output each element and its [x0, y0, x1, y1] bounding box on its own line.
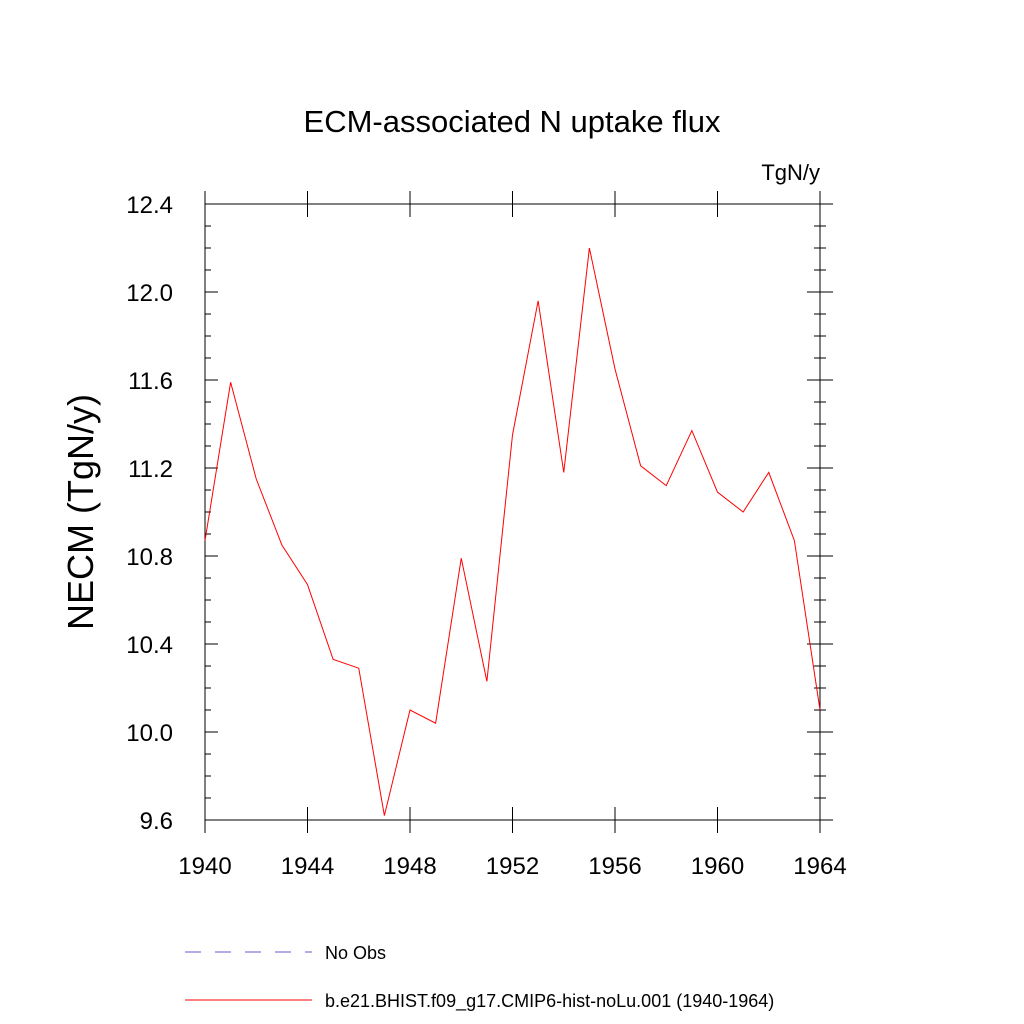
- plot-frame: [204, 203, 821, 821]
- y-tick-label: 9.6: [140, 808, 173, 835]
- x-tick-label: 1940: [178, 853, 231, 880]
- units-label: TgN/y: [761, 160, 820, 185]
- y-tick-label: 12.0: [126, 280, 173, 307]
- series-layer: [204, 247, 821, 816]
- y-tick-label: 10.0: [126, 720, 173, 747]
- x-tick-label: 1944: [281, 853, 334, 880]
- chart-title: ECM-associated N uptake flux: [304, 104, 721, 139]
- legend-label: b.e21.BHIST.f09_g17.CMIP6-hist-noLu.001 …: [325, 991, 774, 1012]
- x-tick-label: 1948: [383, 853, 436, 880]
- y-axis-label: NECM (TgN/y): [60, 394, 101, 630]
- axis-tick-labels: 1940 1944 1948 1952 1956 1960 1964 9.6 10.0 10.4 1…: [126, 192, 846, 880]
- y-tick-label: 11.2: [128, 456, 173, 483]
- x-tick-label: 1964: [793, 853, 846, 880]
- series-line: [204, 247, 821, 816]
- y-tick-label: 10.4: [126, 632, 173, 659]
- y-tick-label: 12.4: [126, 192, 173, 219]
- legend-label: No Obs: [325, 943, 386, 963]
- legend: No Obs b.e21.BHIST.f09_g17.CMIP6-hist-noL…: [185, 943, 774, 1012]
- y-tick-label: 10.8: [126, 544, 173, 571]
- axis-ticks: [204, 191, 833, 833]
- x-tick-label: 1956: [588, 853, 641, 880]
- y-tick-label: 11.6: [128, 368, 173, 395]
- x-tick-label: 1960: [691, 853, 744, 880]
- x-tick-label: 1952: [486, 853, 539, 880]
